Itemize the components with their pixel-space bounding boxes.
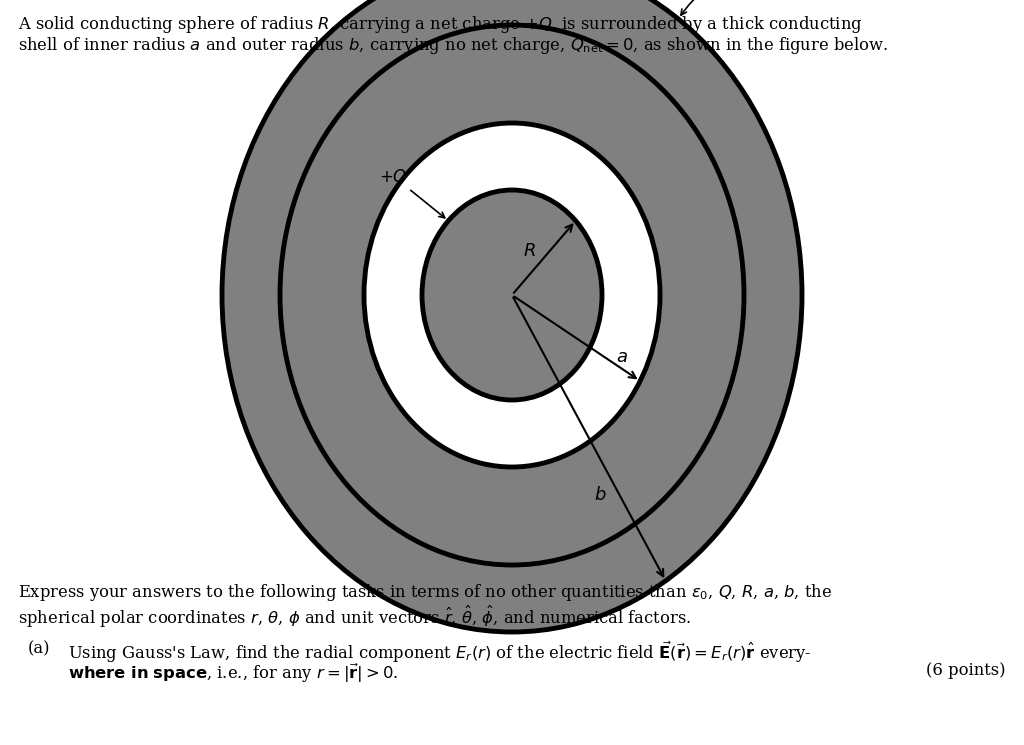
Text: $b$: $b$: [594, 486, 607, 504]
Text: Express your answers to the following tasks in terms of no other quantities than: Express your answers to the following ta…: [18, 582, 833, 603]
Text: Using Gauss's Law, find the radial component $E_r(r)$ of the electric field $\ve: Using Gauss's Law, find the radial compo…: [68, 640, 812, 665]
Ellipse shape: [280, 25, 744, 565]
Text: $\mathbf{where\ in\ space}$, i.e., for any $r = |\vec{\mathbf{r}}| > 0$.: $\mathbf{where\ in\ space}$, i.e., for a…: [68, 662, 398, 685]
Text: $+Q$: $+Q$: [379, 167, 444, 218]
Text: (a): (a): [28, 640, 50, 657]
Text: A solid conducting sphere of radius $R$, carrying a net charge $+Q$, is surround: A solid conducting sphere of radius $R$,…: [18, 14, 862, 35]
Ellipse shape: [422, 190, 602, 400]
Text: (6 points): (6 points): [927, 662, 1006, 679]
Text: $R$: $R$: [523, 242, 536, 260]
Text: shell of inner radius $a$ and outer radius $b$, carrying no net charge, $Q_\math: shell of inner radius $a$ and outer radi…: [18, 35, 888, 56]
Text: $Q_\mathrm{net} = 0$: $Q_\mathrm{net} = 0$: [681, 0, 808, 15]
Ellipse shape: [280, 25, 744, 565]
Text: spherical polar coordinates $r$, $\theta$, $\phi$ and unit vectors $\hat{r}$, $\: spherical polar coordinates $r$, $\theta…: [18, 604, 691, 630]
Text: $a$: $a$: [616, 349, 628, 367]
Ellipse shape: [222, 0, 802, 632]
Ellipse shape: [364, 123, 660, 467]
